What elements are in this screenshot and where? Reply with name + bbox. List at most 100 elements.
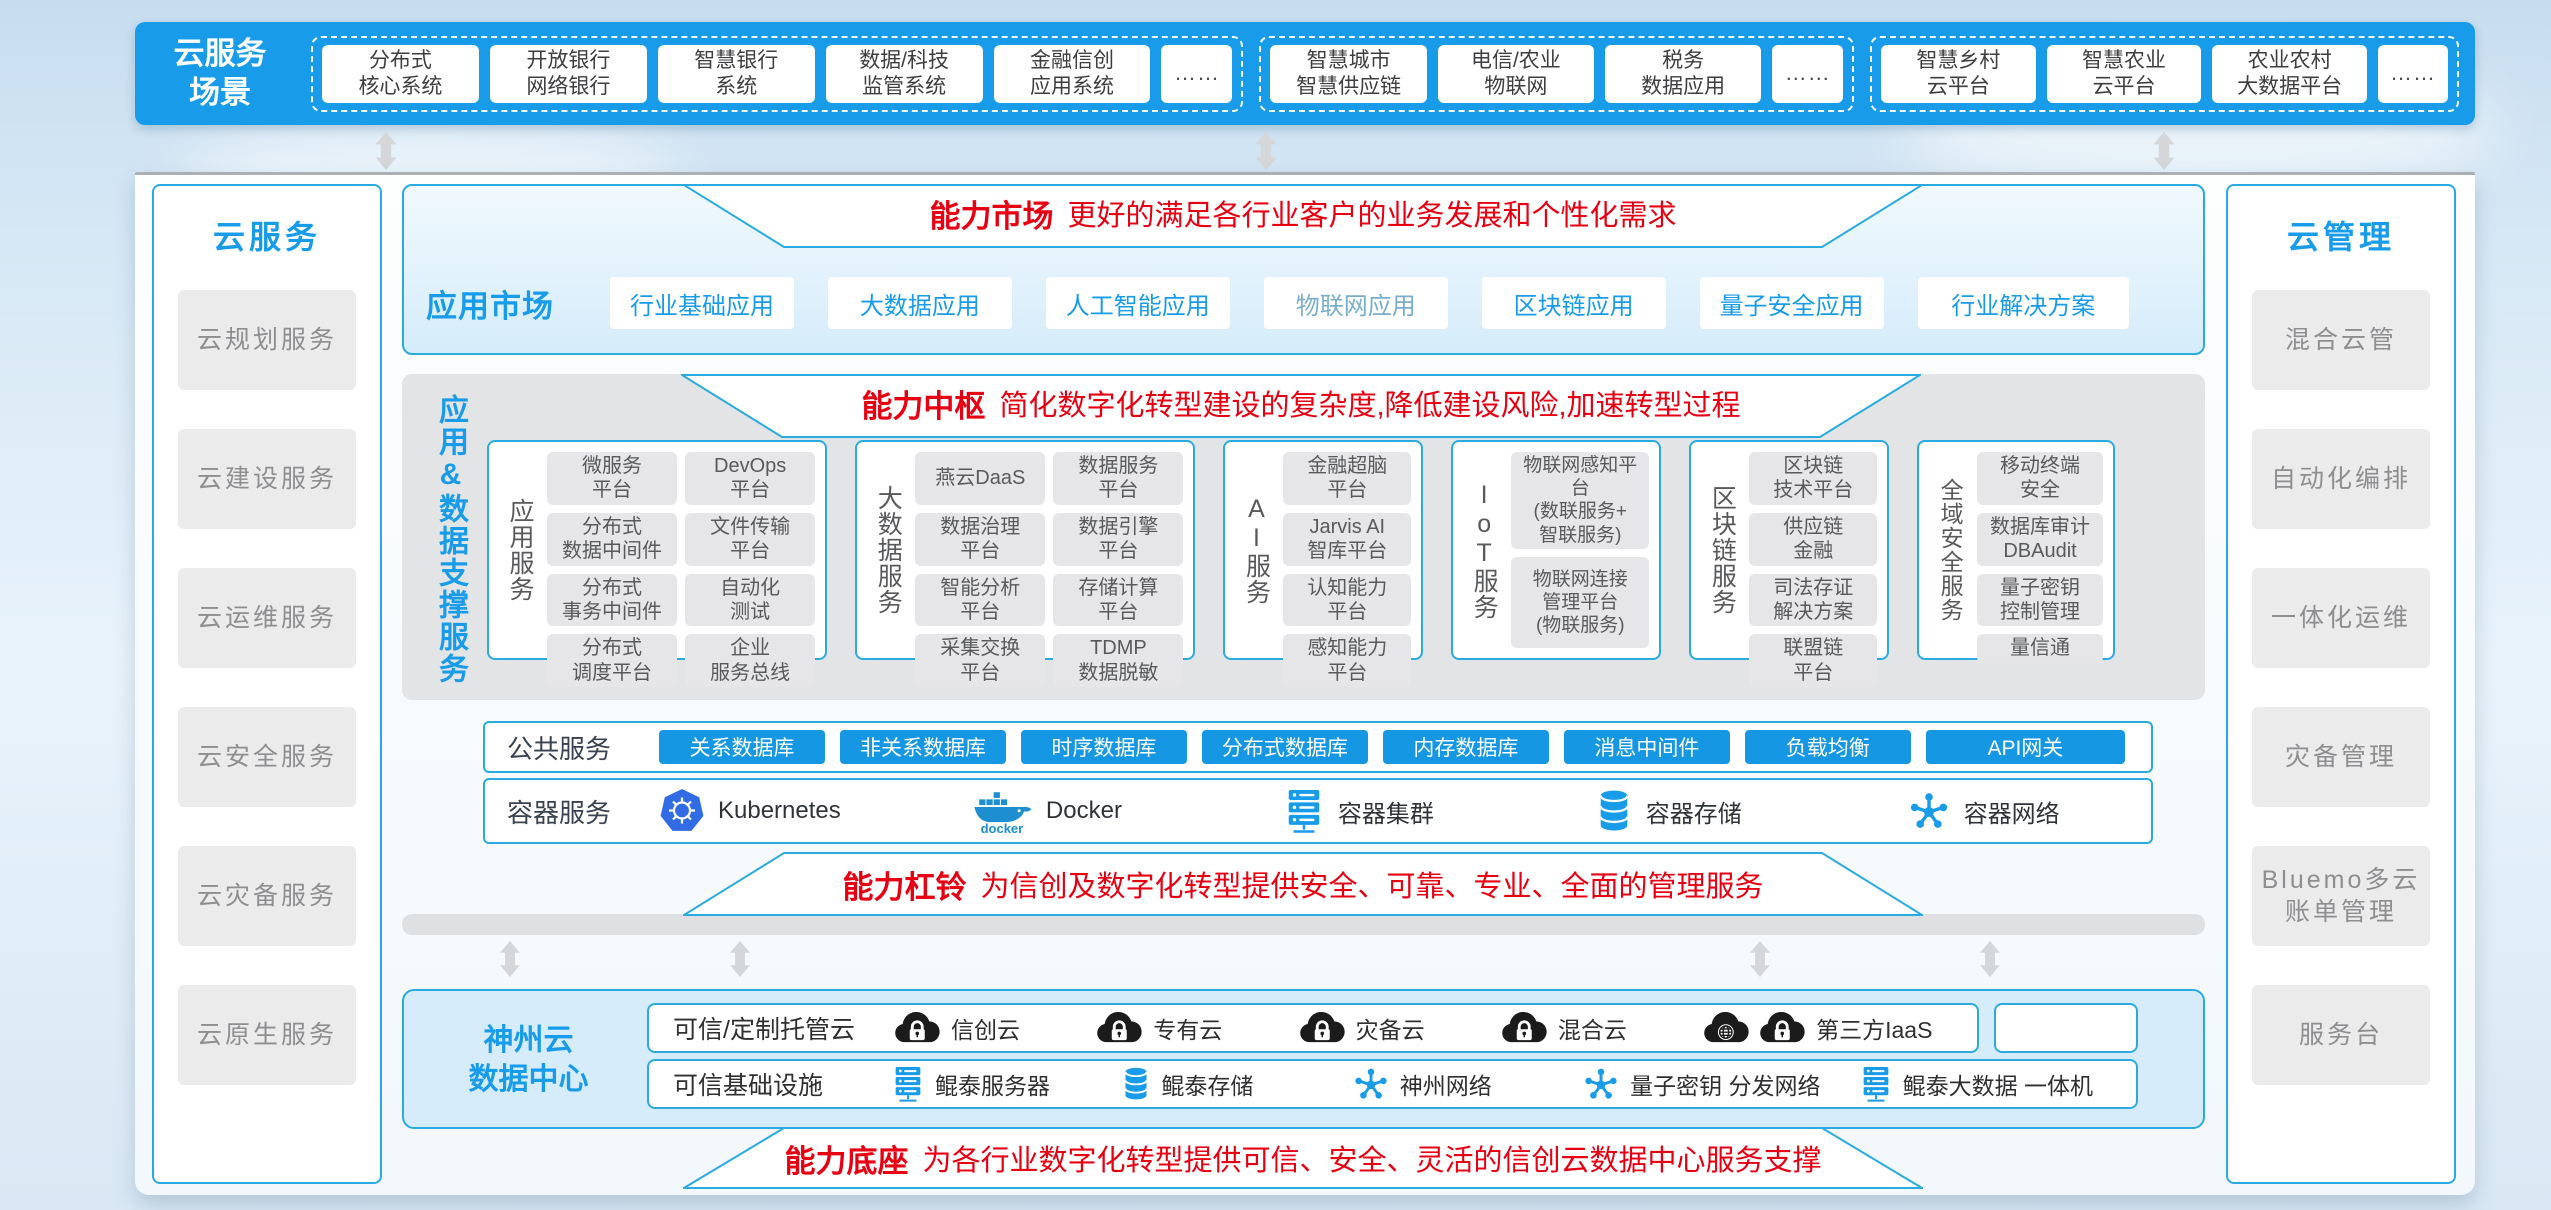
sidebar-item-automation: 自动化编排	[2252, 429, 2430, 529]
scenario-box: 智慧城市 智慧供应链	[1270, 44, 1427, 103]
hosted-cloud-label: 可信/定制托管云	[673, 1016, 855, 1044]
pill-distributed-db: 分布式数据库	[1201, 730, 1368, 764]
double-arrow-icon	[1980, 941, 2000, 977]
scenario-box: 分布式 核心系统	[322, 44, 479, 103]
cloud-item-dr: 灾备云	[1296, 1011, 1498, 1045]
sidebar-item-cloud-dr: 云灾备服务	[178, 846, 356, 946]
panel-iot-services: IoT服务 物联网感知平台 (数联服务+ 智联服务) 物联网连接 管理平台 (物…	[1451, 440, 1662, 660]
infra-item-label: 鲲泰存储	[1161, 1073, 1254, 1099]
platform-box: 感知能力 平台	[1283, 634, 1412, 688]
sidebar-item-service-desk: 服务台	[2252, 985, 2430, 1085]
scenario-box: 农业农村 大数据平台	[2212, 44, 2367, 103]
container-item-kubernetes: Kubernetes	[659, 787, 971, 836]
docker-icon: docker	[971, 787, 1033, 836]
capability-hub-banner: 能力中枢 简化数字化转型建设的复杂度,降低建设风险,加速转型过程	[681, 374, 1921, 438]
pill-inmemory-db: 内存数据库	[1382, 730, 1549, 764]
pill-nosql-db: 非关系数据库	[839, 730, 1006, 764]
platform-box: 司法存证 解决方案	[1749, 573, 1878, 627]
scenario-box: 数据/科技 监管系统	[825, 44, 983, 103]
sidebar-item-bluemo-billing: Bluemo多云 账单管理	[2252, 846, 2430, 946]
cloud-lock-icon	[1097, 1011, 1142, 1043]
platform-box: 数据库审计 DBAudit	[1977, 512, 2103, 566]
cloud-lock-icon	[895, 1011, 940, 1043]
datacenter-box: 神州云 数据中心 可信/定制托管云 信创云	[402, 989, 2205, 1129]
infrastructure-label: 可信基础设施	[673, 1072, 824, 1100]
datacenter-title: 神州云 数据中心	[468, 1024, 589, 1096]
cloud-item-label: 专有云	[1153, 1017, 1223, 1043]
platform-box: 数据引擎 平台	[1053, 512, 1184, 566]
banner-title: 能力底座	[784, 1143, 909, 1179]
cloud-item-xinchuang: 信创云	[891, 1011, 1093, 1045]
cloud-item-private: 专有云	[1093, 1011, 1295, 1045]
datacenter-empty-box	[1994, 1003, 2138, 1053]
infra-item-shenzhou-network: 神州网络	[1352, 1065, 1582, 1103]
scenario-box: 开放银行 网络银行	[489, 44, 647, 103]
infra-item-label: 鲲泰服务器	[935, 1073, 1050, 1099]
banner-subtitle: 为信创及数字化转型提供安全、可靠、专业、全面的管理服务	[980, 871, 1764, 903]
storage-icon	[1599, 790, 1629, 831]
panel-label: IoT服务	[1470, 480, 1499, 620]
scenario-box: 电信/农业 物联网	[1437, 44, 1595, 103]
platform-box: TDMP 数据脱敏	[1053, 634, 1184, 688]
sidebar-item-cloud-build: 云建设服务	[178, 429, 356, 529]
pill-api-gateway: API网关	[1925, 730, 2125, 764]
sidebar-item-hybrid-cloud: 混合云管	[2252, 290, 2430, 390]
common-services-label: 公共服务	[507, 733, 612, 764]
container-item-network: 容器网络	[1907, 787, 2125, 836]
app-market-box: 能力市场 更好的满足各行业客户的业务发展和个性化需求 应用市场 行业基础应用 大数…	[402, 184, 2205, 355]
panel-app-services: 应用服务 微服务 平台 DevOps 平台 分布式 数据中间件 文件传输 平台 …	[487, 440, 828, 688]
sidebar-item-cloud-native: 云原生服务	[178, 985, 356, 1085]
sidebar-item-dr-mgmt: 灾备管理	[2252, 707, 2430, 807]
panel-bigdata-services: 大数据服务 燕云DaaS 数据服务 平台 数据治理 平台 数据引擎 平台 智能分…	[855, 440, 1196, 688]
scenario-box: 智慧农业 云平台	[2046, 44, 2202, 103]
capability-barbell-banner: 能力杠铃 为信创及数字化转型提供安全、可靠、专业、全面的管理服务	[683, 852, 1923, 916]
platform-box: Jarvis AI 智库平台	[1283, 512, 1412, 566]
container-item-cluster: 容器集群	[1283, 787, 1595, 836]
container-services-row: 容器服务 Kubernetes	[483, 778, 2153, 844]
common-services-row: 公共服务 关系数据库 非关系数据库 时序数据库 分布式数据库 内存数据库 消息中…	[483, 721, 2153, 773]
platform-box: 物联网连接 管理平台 (物联服务)	[1511, 556, 1650, 648]
banner-subtitle: 简化数字化转型建设的复杂度,降低建设风险,加速转型过程	[999, 390, 1741, 423]
capability-market-banner: 能力市场 更好的满足各行业客户的业务发展和个性化需求	[683, 184, 1923, 248]
panel-label: 区块链服务	[1708, 485, 1737, 615]
capability-base-banner: 能力底座 为各行业数字化转型提供可信、安全、灵活的信创云数据中心服务支撑	[683, 1127, 1923, 1189]
container-item-label: Docker	[1045, 797, 1122, 824]
panel-label: 大数据服务	[874, 485, 903, 615]
platform-box: 智能分析 平台	[915, 573, 1046, 627]
sidebar-item-integrated-ops: 一体化运维	[2252, 568, 2430, 668]
platform-box: 量信通	[1977, 634, 2103, 663]
scenario-box: 金融信创 应用系统	[993, 44, 1151, 103]
infrastructure-row: 可信基础设施 鲲泰服务器	[647, 1059, 2138, 1109]
app-market-label: 应用市场	[426, 288, 554, 324]
server-icon	[895, 1067, 921, 1102]
hub-side-label: 应用&数据支撑服务	[434, 393, 467, 685]
panel-security-services: 全域安全服务 移动终端 安全 数据库审计 DBAudit 量子密钥 控制管理 量…	[1917, 440, 2115, 663]
platform-box: 数据治理 平台	[915, 512, 1046, 566]
platform-box: 供应链 金融	[1749, 512, 1878, 566]
scenario-box-more: ……	[1161, 44, 1233, 103]
platform-box: 微服务 平台	[547, 452, 678, 505]
storage-icon	[1124, 1067, 1148, 1100]
infra-item-kuntai-storage: 鲲泰存储	[1121, 1065, 1351, 1103]
globe-cloud-icon	[1704, 1011, 1749, 1043]
pill-relational-db: 关系数据库	[659, 730, 825, 764]
container-item-label: 容器集群	[1337, 800, 1434, 828]
app-box-bigdata: 大数据应用	[827, 277, 1012, 329]
platform-box: 联盟链 平台	[1749, 634, 1878, 688]
infra-item-kuntai-server: 鲲泰服务器	[891, 1065, 1121, 1103]
container-services-label: 容器服务	[507, 797, 612, 828]
app-box-ai: 人工智能应用	[1045, 277, 1230, 329]
cloud-management-sidebar: 云管理 混合云管 自动化编排 一体化运维 灾备管理 Bluemo多云 账单管理 …	[2226, 184, 2456, 1184]
cloud-services-sidebar: 云服务 云规划服务 云建设服务 云运维服务 云安全服务 云灾备服务 云原生服务	[152, 184, 382, 1184]
cloud-item-label: 第三方IaaS	[1816, 1017, 1933, 1043]
platform-box: 分布式 数据中间件	[547, 512, 678, 566]
panel-label: 全域安全服务	[1937, 478, 1964, 622]
app-market-row: 应用市场 行业基础应用 大数据应用 人工智能应用 物联网应用 区块链应用 量子安…	[426, 275, 2130, 331]
scenario-box-more: ……	[1772, 44, 1844, 103]
banner-title: 能力中枢	[861, 388, 986, 424]
platform-box: 数据服务 平台	[1053, 452, 1184, 505]
platform-box: 物联网感知平台 (数联服务+ 智联服务)	[1511, 452, 1650, 549]
panel-label: 应用服务	[506, 498, 534, 602]
sidebar-title: 云管理	[2286, 219, 2395, 255]
banner-title: 能力杠铃	[842, 869, 967, 905]
